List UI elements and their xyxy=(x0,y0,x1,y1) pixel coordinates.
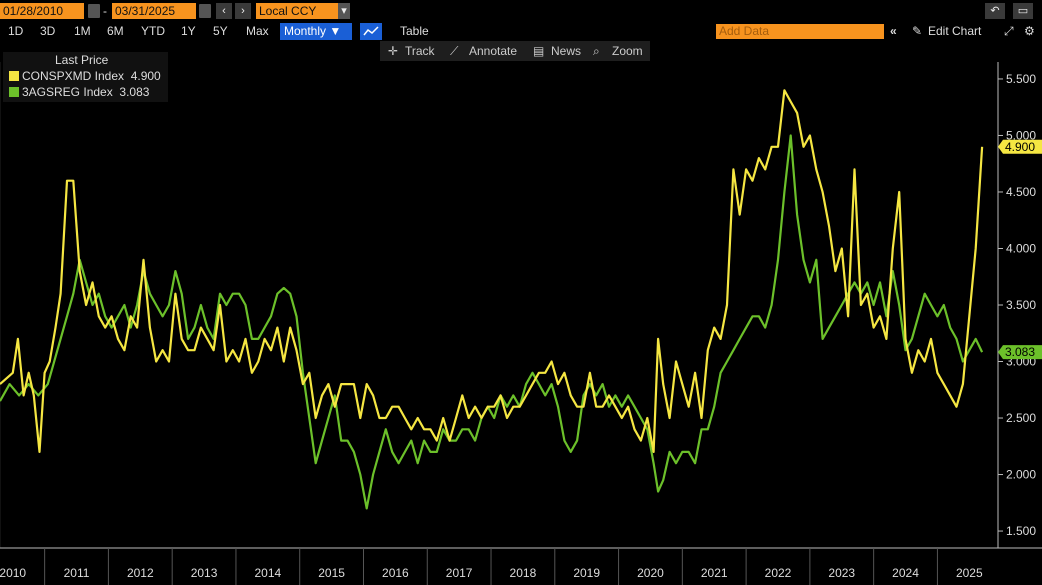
x-tick-label: 2021 xyxy=(701,566,728,580)
series-line-conspxmd xyxy=(0,89,984,453)
y-tick-label: 5.000 xyxy=(1006,128,1036,142)
end-calendar-icon[interactable] xyxy=(199,4,211,18)
window-icon[interactable]: ▭ xyxy=(1013,3,1033,19)
edit-chart-button[interactable]: Edit Chart xyxy=(928,24,982,38)
annotate-tool[interactable]: Annotate xyxy=(469,44,518,58)
x-tick-label: 2024 xyxy=(892,566,919,580)
news-icon: ▤ xyxy=(533,44,545,58)
start-date-input[interactable]: 01/28/2010 xyxy=(0,3,84,19)
resize-icon[interactable]: ⤢ xyxy=(1004,24,1014,38)
add-data-input[interactable]: Add Data xyxy=(716,24,884,39)
track-tool[interactable]: Track xyxy=(405,44,435,58)
table-button[interactable]: Table xyxy=(400,24,429,38)
period-5y[interactable]: 5Y xyxy=(213,24,228,38)
undo-icon[interactable]: ↶ xyxy=(985,3,1005,19)
last-value-label: 4.900 xyxy=(1005,140,1035,154)
period-ytd[interactable]: YTD xyxy=(141,24,165,38)
x-tick-label: 2010 xyxy=(0,566,26,580)
series-line-3agsreg xyxy=(0,134,984,510)
last-value-label: 3.083 xyxy=(1005,345,1035,359)
legend-name: 3AGSREG Index xyxy=(22,85,113,99)
period-max[interactable]: Max xyxy=(246,24,269,38)
x-tick-label: 2023 xyxy=(828,566,855,580)
legend-entry-conspxmd[interactable]: CONSPXMD Index 4.900 xyxy=(9,69,161,83)
period-toolbar: 1D 3D 1M 6M YTD 1Y 5Y Max Monthly ▼ Tabl… xyxy=(0,22,1042,40)
x-tick-label: 2019 xyxy=(573,566,600,580)
y-tick-label: 4.500 xyxy=(1006,185,1036,199)
gear-icon[interactable]: ⚙ xyxy=(1024,24,1035,38)
last-value-marker xyxy=(998,139,1042,154)
collapse-icon[interactable]: « xyxy=(890,24,897,38)
currency-dropdown-icon[interactable]: ▾ xyxy=(338,3,350,19)
y-tick-label: 3.500 xyxy=(1006,298,1036,312)
crosshair-icon: ✛ xyxy=(388,44,399,58)
x-tick-label: 2015 xyxy=(318,566,345,580)
legend-value: 3.083 xyxy=(119,85,150,99)
prev-arrow-icon[interactable]: ‹ xyxy=(216,3,232,19)
legend-swatch-icon xyxy=(9,71,19,81)
news-tool[interactable]: News xyxy=(551,44,582,58)
period-1d[interactable]: 1D xyxy=(8,24,24,38)
x-tick-label: 2025 xyxy=(956,566,983,580)
x-tick-label: 2017 xyxy=(446,566,473,580)
legend-value: 4.900 xyxy=(130,69,161,83)
x-tick-label: 2016 xyxy=(382,566,409,580)
y-tick-label: 5.500 xyxy=(1006,72,1036,86)
y-tick-label: 4.000 xyxy=(1006,241,1036,255)
period-1m[interactable]: 1M xyxy=(74,24,91,38)
next-arrow-icon[interactable]: › xyxy=(235,3,251,19)
legend-header: Last Price xyxy=(55,53,109,67)
legend-entry-3agsreg[interactable]: 3AGSREG Index 3.083 xyxy=(9,85,149,99)
top-toolbar: 01/28/2010 - 03/31/2025 ‹ › Local CCY ▾ … xyxy=(0,0,1042,22)
x-tick-label: 2014 xyxy=(254,566,281,580)
zoom-tool[interactable]: Zoom xyxy=(612,44,643,58)
start-calendar-icon[interactable] xyxy=(88,4,100,18)
legend: Last Price CONSPXMD Index 4.900 3AGSREG … xyxy=(3,52,168,102)
currency-select[interactable]: Local CCY xyxy=(256,3,340,19)
y-tick-label: 2.500 xyxy=(1006,411,1036,425)
legend-swatch-icon xyxy=(9,87,19,97)
end-date-input[interactable]: 03/31/2025 xyxy=(112,3,196,19)
legend-name: CONSPXMD Index xyxy=(22,69,125,83)
last-value-marker xyxy=(998,345,1042,360)
period-1y[interactable]: 1Y xyxy=(181,24,196,38)
period-3d[interactable]: 3D xyxy=(40,24,56,38)
period-6m[interactable]: 6M xyxy=(107,24,124,38)
line-chart-icon[interactable] xyxy=(360,23,382,40)
zoom-icon: ⌕ xyxy=(593,44,600,58)
x-tick-label: 2022 xyxy=(765,566,792,580)
x-tick-label: 2018 xyxy=(510,566,537,580)
y-tick-label: 1.500 xyxy=(1006,524,1036,538)
x-tick-label: 2011 xyxy=(64,566,90,580)
y-tick-label: 2.000 xyxy=(1006,468,1036,482)
date-separator: - xyxy=(103,4,107,18)
annotate-icon: ⟋ xyxy=(450,44,459,58)
chart-tools: ✛ Track ⟋ Annotate ▤ News ⌕ Zoom xyxy=(380,41,650,61)
x-tick-label: 2020 xyxy=(637,566,664,580)
x-tick-label: 2012 xyxy=(127,566,154,580)
x-tick-label: 2013 xyxy=(191,566,218,580)
frequency-select[interactable]: Monthly ▼ xyxy=(280,23,352,40)
pencil-icon[interactable]: ✎ xyxy=(912,24,923,38)
